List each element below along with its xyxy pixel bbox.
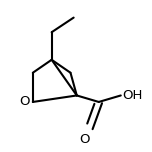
Text: O: O (79, 133, 90, 146)
Text: O: O (19, 95, 29, 108)
Text: OH: OH (122, 89, 143, 102)
